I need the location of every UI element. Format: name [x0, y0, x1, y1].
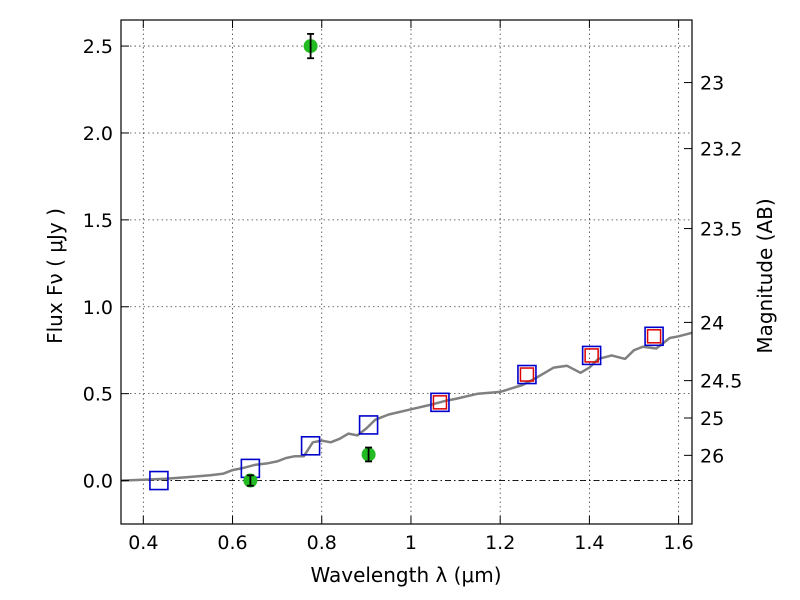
right-axis-label: Magnitude (AB): [753, 198, 777, 353]
model-band-inner-marker: [646, 329, 662, 344]
y-tick-labels: 0.0 0.5 1.0 1.5 2.0 2.5: [83, 36, 113, 492]
model-band-marker: [581, 345, 602, 366]
x-tick-label: 1.6: [664, 532, 694, 554]
model-band-marker: [644, 326, 664, 347]
magnitude-tick-label: 26: [700, 445, 724, 467]
x-tick-label: 0.4: [128, 532, 158, 554]
model-band-inner-marker: [584, 348, 599, 363]
x-tick-labels: 0.4 0.6 0.8 1 1.2 1.4 1.6: [128, 532, 694, 554]
y-tick-label: 0.0: [83, 471, 113, 493]
tick-marks: [121, 20, 692, 524]
magnitude-tick-label: 25: [700, 408, 724, 430]
grid-layer: [121, 20, 692, 524]
model-band-marker: [430, 392, 450, 413]
y-tick-label: 2.0: [83, 123, 113, 145]
x-tick-label: 1: [405, 532, 417, 554]
magnitude-tick-label: 23.5: [700, 219, 742, 241]
x-tick-label: 1.2: [485, 532, 515, 554]
y-tick-label: 2.5: [83, 36, 113, 58]
magnitude-tick-label: 23: [700, 73, 724, 95]
plot-frame: [120, 19, 693, 525]
model-band-markers: [149, 326, 664, 491]
model-band-marker: [517, 364, 537, 385]
observed-points: [243, 33, 376, 488]
y-axis-label: Flux Fν ( μJy ): [43, 208, 67, 344]
model-band-marker: [358, 415, 379, 435]
magnitude-tick-label: 24.5: [700, 371, 742, 393]
x-tick-label: 0.8: [307, 532, 337, 554]
magnitude-tick-label: 24: [700, 312, 724, 334]
x-axis-label: Wavelength λ (μm): [310, 563, 501, 587]
model-band-inner-marker: [432, 395, 448, 410]
y-tick-label: 0.5: [83, 384, 113, 406]
x-tick-label: 1.4: [574, 532, 604, 554]
x-tick-label: 0.6: [217, 532, 247, 554]
y-tick-label: 1.5: [83, 210, 113, 232]
magnitude-tick-label: 23.2: [700, 139, 742, 161]
model-spectrum-line: [120, 331, 693, 482]
magnitude-tick-labels: 23 23.2 23.5 24 24.5 25 26: [700, 73, 742, 468]
y-tick-label: 1.0: [83, 297, 113, 319]
model-band-marker: [149, 470, 169, 491]
model-band-marker: [300, 435, 321, 456]
model-band-inner-marker: [519, 367, 535, 382]
